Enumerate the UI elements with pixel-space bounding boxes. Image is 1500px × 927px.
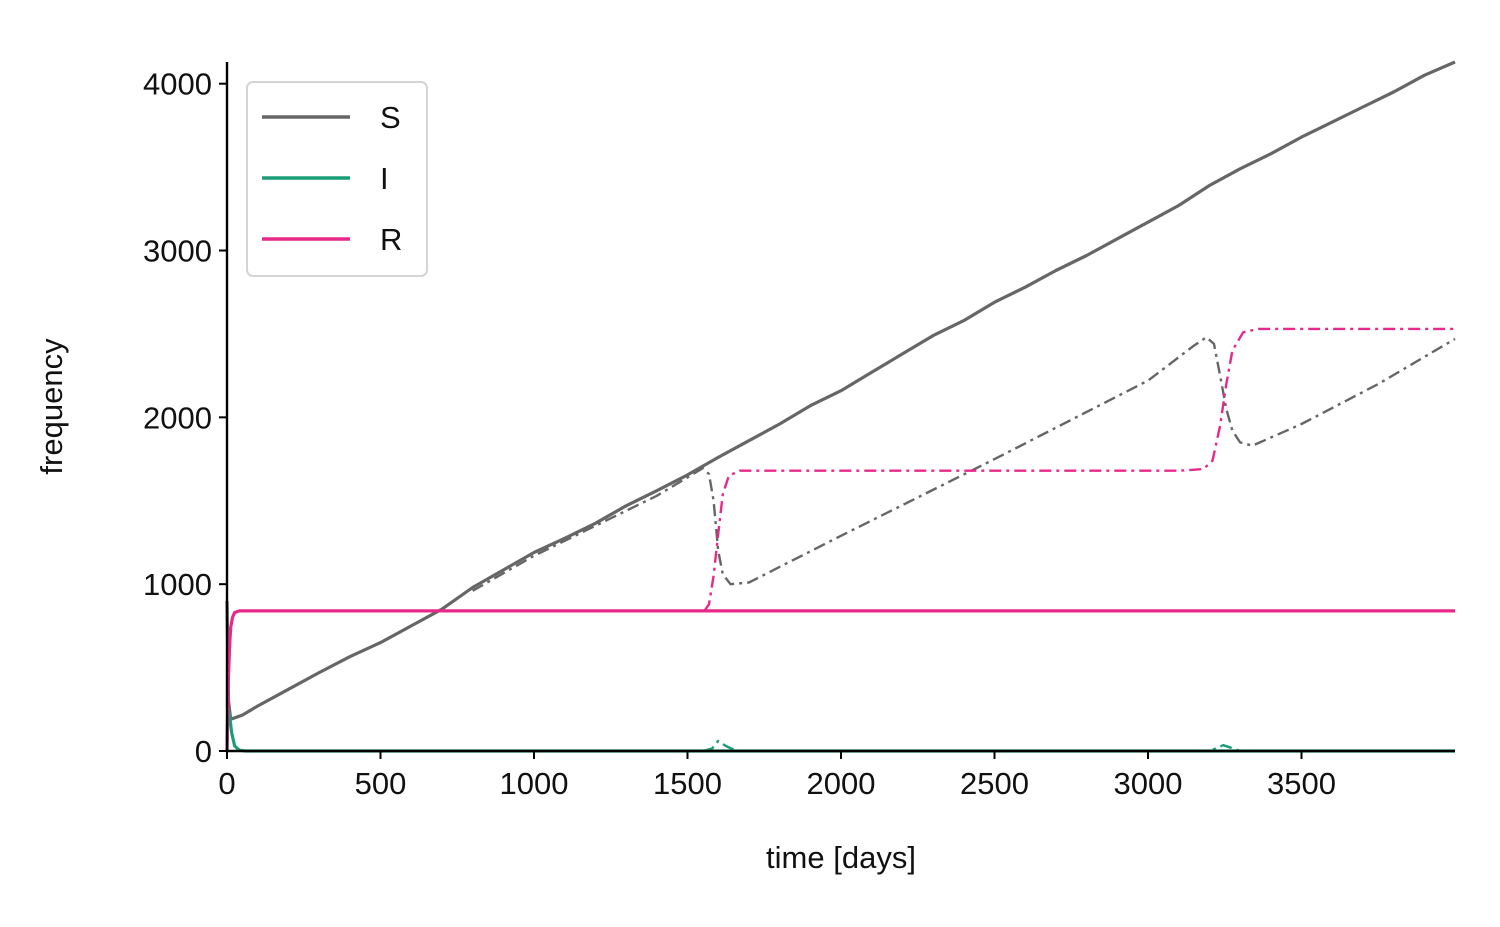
series-line-s-solid [225, 60, 1456, 721]
legend-label-r: R [380, 222, 402, 257]
y-tick-label: 2000 [143, 400, 212, 435]
series-line-r-solid [225, 609, 1455, 752]
legend: SIR [246, 81, 428, 277]
y-tick-label: 0 [195, 734, 212, 769]
x-tick-label: 3500 [1267, 766, 1336, 801]
x-tick-label: 1000 [500, 766, 569, 801]
legend-label-i: I [380, 161, 389, 196]
x-tick-label: 3000 [1114, 766, 1183, 801]
series-line-s-dashdot [472, 336, 1456, 592]
x-axis-label: time [days] [766, 840, 916, 875]
x-tick-label: 500 [355, 766, 407, 801]
y-tick-label: 1000 [143, 567, 212, 602]
y-axis-label: frequency [34, 338, 69, 475]
series-line-i-solid [225, 706, 1455, 753]
x-tick-label: 0 [218, 766, 235, 801]
x-tick-label: 1500 [653, 766, 722, 801]
y-tick-label: 3000 [143, 234, 212, 269]
x-tick-label: 2500 [960, 766, 1029, 801]
legend-label-s: S [380, 100, 401, 135]
x-tick-label: 2000 [807, 766, 876, 801]
series-line-r-dashdot [703, 327, 1455, 612]
ticks: 0 500 1000 1500 2000 2500 3000 3500 0 1000 2000 300… [143, 67, 1336, 801]
y-tick-label: 4000 [143, 67, 212, 102]
